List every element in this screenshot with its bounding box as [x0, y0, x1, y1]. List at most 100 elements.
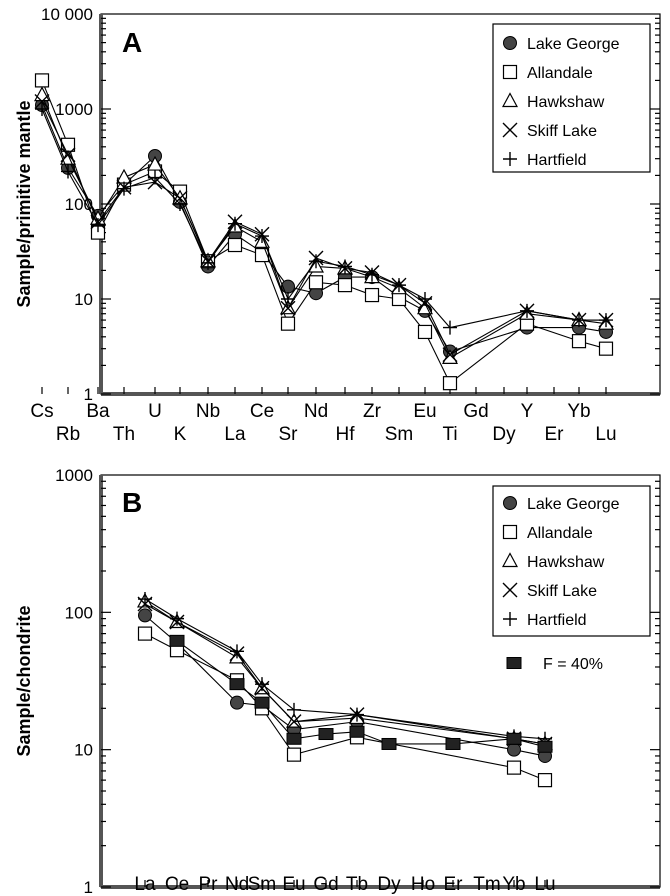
data-point-a-4	[281, 292, 295, 306]
y-tick-label-b: 100	[65, 603, 93, 622]
legend-marker-b-5	[506, 657, 522, 669]
legend-marker-b-0	[503, 496, 517, 510]
data-point-a-4	[572, 313, 586, 328]
data-point-a-2	[146, 155, 164, 171]
x-tick-label-a: Hf	[336, 424, 356, 445]
data-point-b-1	[537, 773, 553, 788]
x-tick-label-a: Er	[545, 424, 565, 445]
data-point-a-1	[34, 73, 50, 88]
data-point-b-0	[507, 742, 521, 757]
data-point-a-4	[228, 216, 242, 231]
data-point-a-4	[309, 254, 323, 269]
x-tick-label-a: Eu	[413, 401, 436, 422]
x-tick-label-a: Th	[113, 424, 135, 445]
data-point-a-1	[227, 237, 243, 253]
x-tick-label-a: Ti	[442, 424, 457, 445]
data-point-a-1	[391, 291, 407, 307]
data-point-b-1	[137, 626, 153, 641]
x-tick-label-a: Gd	[463, 401, 488, 422]
y-tick-label-a: 100	[65, 195, 93, 214]
data-point-b-0	[230, 695, 244, 710]
data-point-b-5	[537, 740, 553, 753]
series-b-5	[169, 634, 553, 753]
data-point-b-5	[445, 737, 461, 750]
x-tick-label-a: Lu	[595, 424, 616, 445]
legend-marker-b-4	[503, 612, 517, 626]
x-tick-label-a: Cs	[30, 401, 53, 422]
data-point-b-4	[255, 677, 269, 692]
y-tick-label-b: 10	[74, 741, 93, 760]
legend-b: Lake George Allandale Hawkshaw Skiff Lake Ha…	[492, 485, 651, 637]
data-point-a-4	[418, 292, 432, 306]
data-point-a-4	[61, 164, 75, 179]
series-line-b-4	[144, 598, 546, 740]
x-tick-label-a: U	[148, 401, 162, 422]
data-point-b-5	[229, 678, 245, 691]
x-tick-label-b: Dy	[377, 874, 401, 895]
y-tick-label-a: 1	[84, 385, 93, 404]
data-point-b-5	[381, 737, 397, 750]
data-point-a-4	[365, 267, 379, 282]
data-point-a-2	[441, 349, 459, 364]
x-tick-label-a: Nb	[196, 401, 220, 422]
data-point-a-1	[571, 334, 587, 349]
legend-label-b-0: Lake George	[527, 496, 620, 513]
data-point-a-4	[35, 102, 49, 116]
series-b-1	[137, 626, 553, 788]
x-tick-label-b: Ho	[411, 874, 435, 895]
data-point-a-4	[117, 181, 131, 196]
y-tick-label-a: 10 000	[41, 5, 93, 24]
data-point-a-4	[255, 229, 269, 244]
data-point-a-1	[442, 376, 458, 391]
data-point-b-4	[138, 592, 152, 607]
y-axis-title-b: Sample/chondrite	[14, 605, 34, 756]
data-point-a-4	[443, 320, 457, 335]
x-tick-label-b: Pr	[199, 874, 219, 895]
data-point-a-1	[337, 278, 353, 293]
x-tick-label-a: Nd	[304, 401, 328, 422]
legend-marker-a-2	[501, 92, 519, 108]
legend-label-a-3: Skiff Lake	[527, 123, 597, 140]
x-tick-label-b: Er	[444, 874, 464, 895]
x-tick-label-b: Lu	[534, 874, 555, 895]
legend-label-a-4: Hartfield	[527, 152, 587, 169]
series-line-b-0	[144, 614, 546, 757]
x-tick-label-a: Sm	[385, 424, 414, 445]
x-tick-label-b: Eu	[282, 874, 305, 895]
data-point-a-4	[338, 259, 352, 274]
x-tick-label-b: Yb	[502, 874, 525, 895]
legend-a: Lake George Allandale Hawkshaw Skiff Lake Ha…	[492, 23, 651, 173]
legend-box-b	[492, 485, 651, 637]
data-point-a-4	[173, 197, 187, 211]
series-b-3	[137, 596, 553, 752]
legend-marker-b-3	[502, 582, 518, 598]
legend-label-b-3: Skiff Lake	[527, 583, 597, 600]
data-point-a-3	[280, 300, 296, 316]
legend-marker-a-4	[503, 152, 517, 166]
x-tick-label-b: Tm	[473, 874, 500, 895]
x-tick-label-a: Sr	[279, 424, 299, 445]
data-point-a-4	[599, 313, 613, 328]
data-point-b-1	[506, 760, 522, 775]
legend-label-a-1: Allandale	[527, 65, 593, 82]
data-point-a-4	[520, 303, 534, 318]
x-tick-label-b: Tb	[346, 874, 368, 895]
data-point-b-3	[286, 714, 302, 730]
x-tick-label-a: Yb	[567, 401, 590, 422]
x-tick-label-b: Nd	[225, 874, 249, 895]
data-point-a-1	[417, 324, 433, 340]
panel-label-a: A	[122, 27, 142, 58]
data-point-a-3	[442, 347, 458, 363]
series-line-b-3	[144, 603, 546, 745]
x-tick-label-a: Zr	[363, 401, 382, 422]
data-point-a-1	[598, 341, 614, 356]
data-point-b-4	[350, 707, 364, 722]
legend-label-b-4: Hartfield	[527, 612, 587, 629]
y-tick-label-b: 1000	[55, 466, 93, 485]
x-tick-label-b: Sm	[248, 874, 277, 895]
data-point-b-4	[287, 702, 301, 717]
series-b-2	[136, 592, 554, 751]
data-point-b-4	[170, 611, 184, 626]
